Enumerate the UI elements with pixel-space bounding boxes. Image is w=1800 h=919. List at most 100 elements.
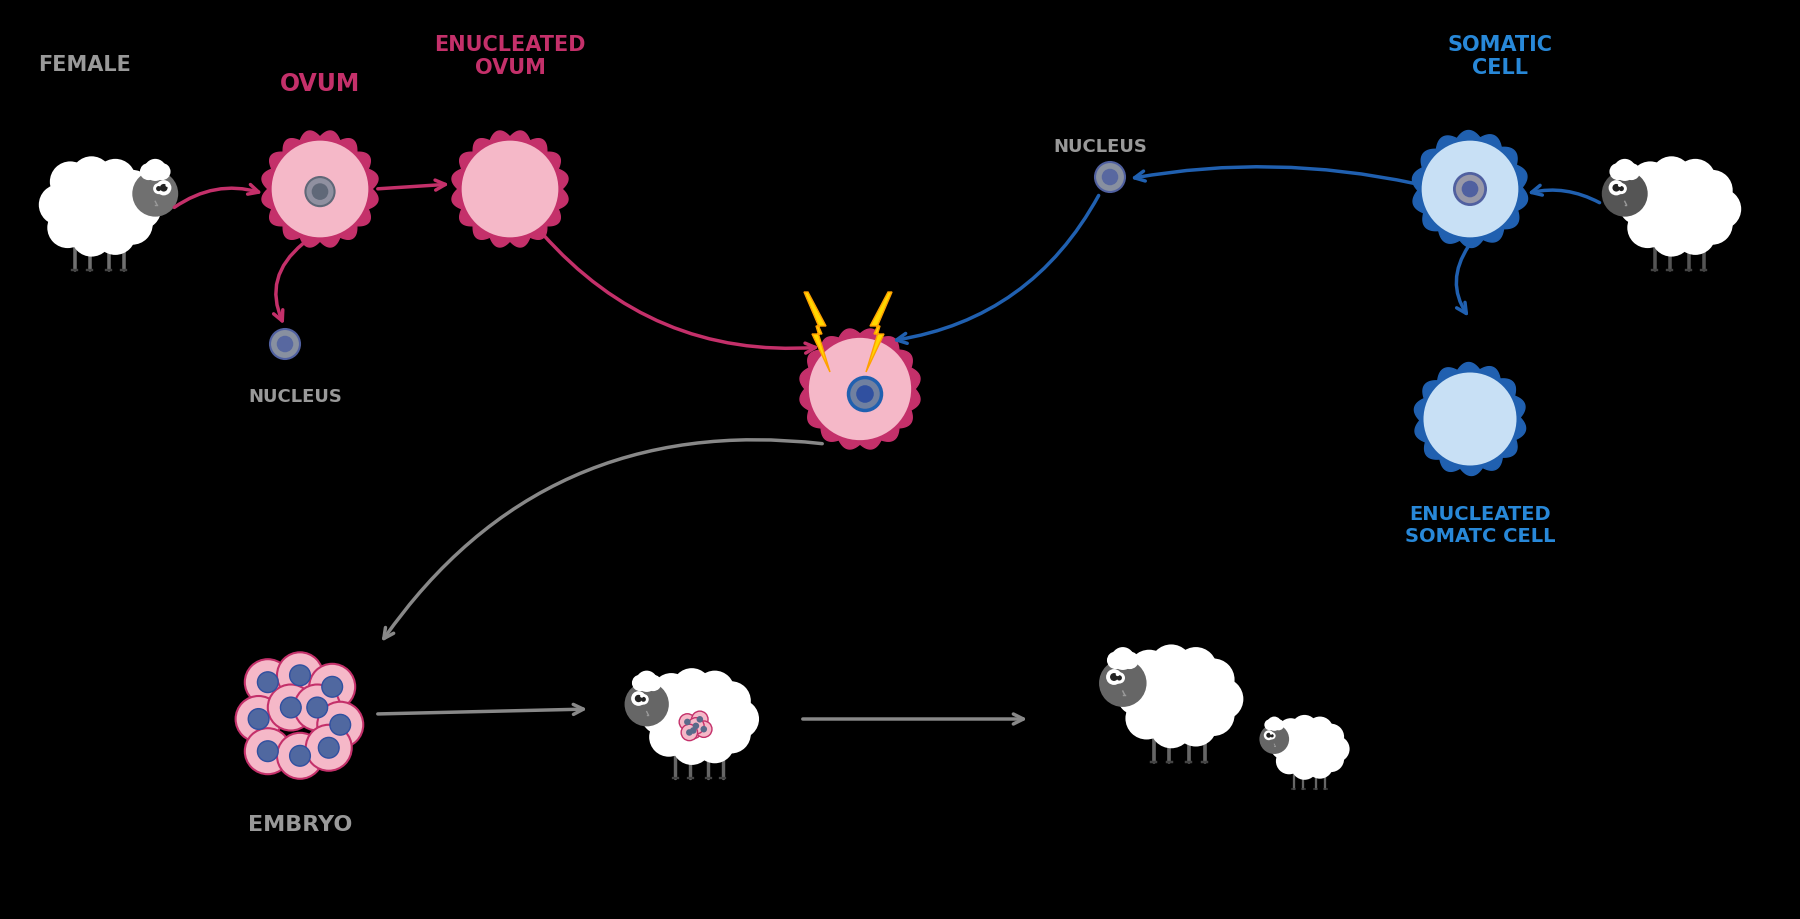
Circle shape [635,671,657,692]
Circle shape [1651,217,1692,257]
Circle shape [1624,164,1640,181]
Circle shape [1615,160,1636,182]
Circle shape [157,187,162,192]
Circle shape [306,698,328,718]
Circle shape [1692,205,1733,245]
Polygon shape [805,292,830,372]
Circle shape [1291,715,1318,742]
Circle shape [257,672,279,693]
Circle shape [329,715,351,735]
Circle shape [695,721,713,738]
Circle shape [1454,175,1485,205]
Circle shape [625,683,670,727]
Circle shape [693,723,698,730]
Circle shape [1651,157,1692,198]
Ellipse shape [655,693,745,754]
Circle shape [1307,753,1334,779]
Circle shape [695,724,734,764]
Circle shape [1307,717,1334,743]
Text: NUCLEUS: NUCLEUS [248,388,342,405]
Circle shape [1278,719,1303,744]
Circle shape [1291,754,1318,780]
Circle shape [1267,717,1282,731]
Circle shape [641,696,680,735]
Circle shape [257,741,279,762]
Circle shape [1618,185,1660,226]
Polygon shape [866,292,893,372]
Circle shape [1629,163,1670,203]
Circle shape [1701,189,1741,230]
Circle shape [1269,732,1276,740]
Circle shape [1192,694,1235,736]
Circle shape [1609,164,1627,181]
Circle shape [277,652,322,698]
Text: OVUM: OVUM [279,72,360,96]
Polygon shape [799,330,920,449]
Circle shape [1116,675,1121,681]
Circle shape [1609,181,1624,196]
Ellipse shape [1132,671,1228,737]
Circle shape [121,189,162,230]
Text: NUCLEUS: NUCLEUS [1053,138,1147,156]
Circle shape [1125,698,1168,740]
Circle shape [1129,650,1170,692]
Circle shape [1116,674,1159,716]
Circle shape [1102,170,1118,186]
Circle shape [1269,732,1273,735]
Circle shape [635,695,643,702]
Circle shape [641,698,646,702]
Circle shape [1271,734,1274,738]
Circle shape [688,718,704,734]
Circle shape [153,164,171,181]
Text: SOMATIC
CELL: SOMATIC CELL [1447,35,1552,78]
Circle shape [720,699,760,739]
Circle shape [50,163,90,203]
Circle shape [857,386,873,403]
Circle shape [160,185,167,192]
Circle shape [95,160,135,200]
Circle shape [272,142,369,238]
Circle shape [277,733,322,779]
Polygon shape [1415,363,1526,476]
Circle shape [133,172,178,218]
Circle shape [310,664,355,710]
Circle shape [1318,746,1345,772]
Circle shape [1201,678,1244,720]
Circle shape [1276,748,1303,775]
Circle shape [637,694,648,705]
Circle shape [1111,647,1134,670]
Circle shape [1192,659,1235,701]
Ellipse shape [1280,732,1341,773]
Circle shape [632,691,646,706]
Circle shape [684,719,691,725]
Circle shape [245,729,292,775]
Circle shape [40,185,79,226]
Polygon shape [263,131,378,248]
Circle shape [1616,184,1627,195]
Circle shape [697,716,704,723]
Circle shape [700,726,707,732]
Circle shape [691,711,707,728]
Circle shape [245,660,292,706]
Circle shape [680,724,698,741]
Circle shape [679,714,695,731]
Circle shape [311,184,328,200]
Text: EMBRYO: EMBRYO [248,814,353,834]
Circle shape [293,685,340,731]
Circle shape [1260,724,1289,754]
Circle shape [1121,652,1139,669]
Circle shape [1674,160,1715,200]
Circle shape [153,184,164,195]
Circle shape [1674,215,1715,255]
Ellipse shape [140,185,149,200]
Circle shape [1094,163,1125,193]
Circle shape [290,665,310,686]
Polygon shape [452,131,569,248]
Circle shape [70,157,112,198]
Ellipse shape [1633,182,1726,246]
Circle shape [644,675,661,691]
Circle shape [1111,674,1118,681]
Circle shape [157,181,171,196]
Circle shape [112,171,153,211]
Circle shape [1318,724,1345,750]
